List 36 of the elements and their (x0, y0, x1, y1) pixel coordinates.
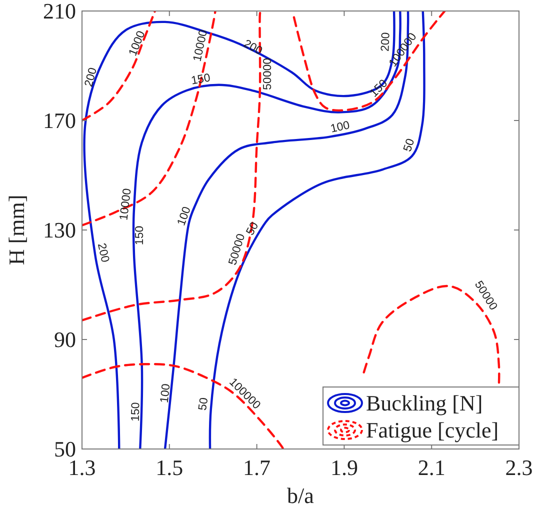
line-series (82, 362, 284, 449)
annotation: 50000 (262, 58, 274, 90)
x-tick-label: 2.3 (505, 455, 533, 480)
annotation: 200 (94, 242, 111, 264)
annotation: 50 (197, 396, 211, 412)
y-tick-label: 130 (43, 218, 76, 242)
x-tick-label: 2.1 (418, 455, 446, 480)
annotation: 10000 (118, 188, 134, 222)
annotation: 150 (190, 72, 212, 88)
annotation: 1000 (127, 29, 148, 58)
annotation: 200 (83, 66, 100, 88)
annotation: 10000 (192, 28, 210, 63)
legend-label: Buckling [N] (366, 390, 483, 416)
annotation: 150 (368, 78, 390, 100)
x-tick-label: 1.9 (330, 455, 358, 480)
x-tick-label: 1.7 (243, 455, 271, 480)
line-series (82, 11, 216, 226)
annotation: 200 (380, 32, 392, 52)
annotation: 200 (241, 38, 264, 58)
line-series (292, 11, 446, 112)
x-axis-title: b/a (287, 483, 314, 508)
annotation: 50 (402, 137, 418, 154)
annotation: 100 (330, 120, 351, 136)
annotation: 150 (130, 402, 142, 422)
line-series (82, 11, 262, 322)
x-tick-label: 1.5 (156, 455, 184, 480)
y-tick-label: 90 (54, 327, 76, 352)
y-axis-title: H [mm] (4, 194, 29, 266)
annotation: 100 (176, 205, 194, 228)
annotation: 100 (158, 383, 173, 404)
y-tick-label: 210 (43, 0, 76, 24)
line-series (82, 11, 156, 122)
y-tick-label: 50 (54, 436, 76, 462)
annotation: 150 (134, 226, 146, 246)
y-tick-label: 170 (43, 108, 76, 133)
legend-label: Fatigue [cycle] (366, 418, 499, 442)
